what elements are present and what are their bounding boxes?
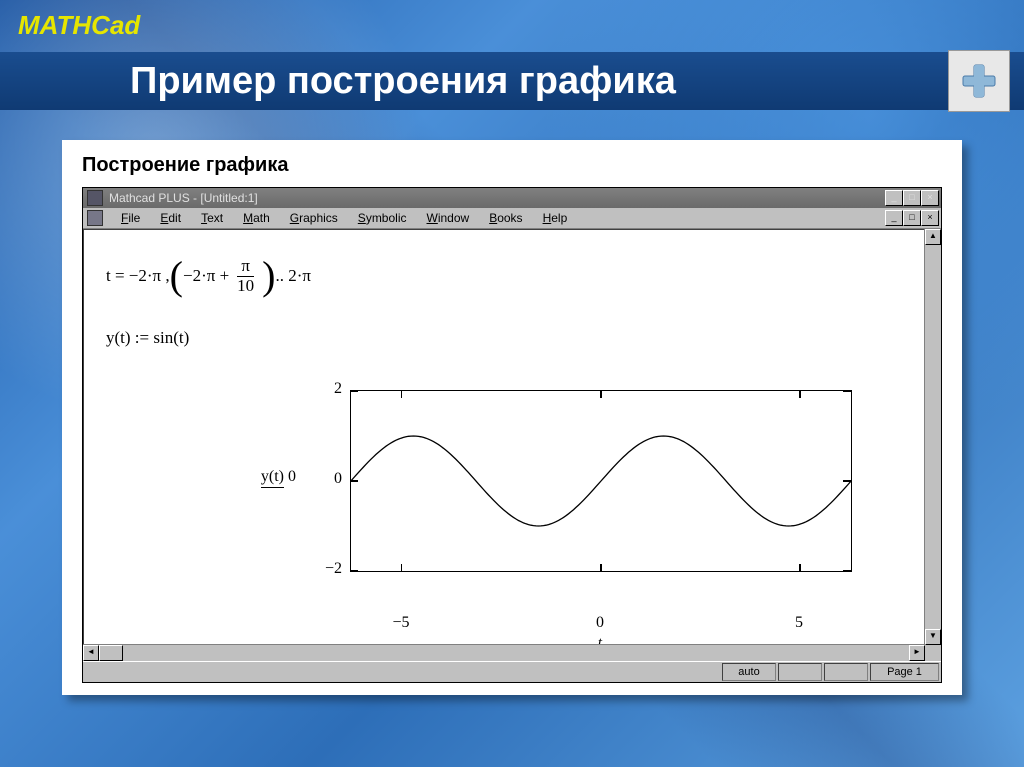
vertical-scrollbar[interactable]: ▲ ▼	[924, 229, 941, 645]
menu-edit[interactable]: Edit	[150, 211, 191, 225]
menu-books[interactable]: Books	[479, 211, 532, 225]
menubar: File Edit Text Math Graphics Symbolic Wi…	[83, 208, 941, 229]
eq1-inner-suf: .. 2·π	[275, 266, 311, 286]
scroll-thumb[interactable]	[99, 645, 123, 661]
scroll-corner	[925, 645, 941, 661]
menu-window[interactable]: Window	[417, 211, 480, 225]
medical-plus-icon	[948, 50, 1010, 112]
doc-minimize-button[interactable]: _	[885, 210, 903, 226]
slide-title-bar: Пример построения графика	[0, 52, 1024, 110]
plot-curve	[351, 391, 851, 571]
status-auto: auto	[722, 663, 776, 681]
status-page: Page 1	[870, 663, 939, 681]
y-axis-label: y(t) 0	[256, 468, 296, 488]
left-paren: (	[170, 256, 183, 296]
doc-maximize-button[interactable]: □	[903, 210, 921, 226]
y-tick-label: −2	[318, 560, 342, 578]
scroll-up-button[interactable]: ▲	[925, 229, 941, 245]
window-title: Mathcad PLUS - [Untitled:1]	[109, 191, 258, 205]
function-definition[interactable]: y(t) := sin(t)	[106, 328, 189, 348]
statusbar: auto Page 1	[83, 661, 941, 682]
system-menu-icon[interactable]	[87, 190, 103, 206]
scroll-left-button[interactable]: ◄	[83, 645, 99, 661]
right-paren: )	[262, 256, 275, 296]
plot-box	[350, 390, 852, 572]
close-button[interactable]: ×	[921, 190, 939, 206]
x-tick-label: 0	[585, 614, 615, 632]
maximize-button[interactable]: □	[903, 190, 921, 206]
brand-label: MATHCad	[18, 10, 140, 41]
eq1-inner-pref: −2·π +	[183, 266, 229, 286]
document-viewport: t = −2·π , ( −2·π + π 10 ) .. 2·π y(t) :…	[83, 229, 941, 661]
mathcad-app-window: Mathcad PLUS - [Untitled:1] _ □ × File E…	[82, 187, 942, 683]
scroll-right-button[interactable]: ►	[909, 645, 925, 661]
menu-text[interactable]: Text	[191, 211, 233, 225]
slide-title: Пример построения графика	[130, 60, 676, 103]
eq1-lhs: t = −2·π ,	[106, 266, 170, 286]
menu-file[interactable]: File	[111, 211, 150, 225]
window-titlebar: Mathcad PLUS - [Untitled:1] _ □ ×	[83, 188, 941, 208]
x-tick-label: −5	[386, 614, 416, 632]
fraction-num: π	[237, 257, 254, 277]
content-panel: Построение графика Mathcad PLUS - [Untit…	[62, 140, 962, 695]
fraction-den: 10	[233, 277, 258, 296]
doc-close-button[interactable]: ×	[921, 210, 939, 226]
range-definition[interactable]: t = −2·π , ( −2·π + π 10 ) .. 2·π	[106, 256, 311, 296]
menu-help[interactable]: Help	[533, 211, 578, 225]
status-blank2	[824, 663, 868, 681]
x-tick-label: 5	[784, 614, 814, 632]
y-tick-label: 2	[318, 380, 342, 398]
document-area[interactable]: t = −2·π , ( −2·π + π 10 ) .. 2·π y(t) :…	[83, 229, 925, 645]
fraction: π 10	[233, 257, 258, 295]
menu-symbolic[interactable]: Symbolic	[348, 211, 417, 225]
menu-math[interactable]: Math	[233, 211, 280, 225]
y-tick-label: 0	[318, 470, 342, 488]
panel-heading: Построение графика	[62, 140, 962, 187]
minimize-button[interactable]: _	[885, 190, 903, 206]
xy-plot[interactable]: y(t) 0 t 20−2−505	[304, 380, 864, 610]
doc-system-icon[interactable]	[87, 210, 103, 226]
status-blank1	[778, 663, 822, 681]
scroll-down-button[interactable]: ▼	[925, 629, 941, 645]
horizontal-scrollbar[interactable]: ◄ ►	[83, 644, 925, 661]
menu-graphics[interactable]: Graphics	[280, 211, 348, 225]
